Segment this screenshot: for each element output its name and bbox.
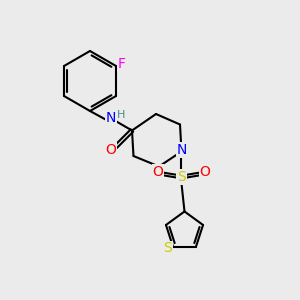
Text: F: F	[117, 58, 125, 71]
Text: O: O	[153, 165, 164, 178]
Text: N: N	[106, 112, 116, 125]
Text: N: N	[176, 143, 187, 157]
Text: O: O	[200, 165, 210, 178]
Text: H: H	[116, 110, 125, 120]
Text: S: S	[163, 241, 172, 255]
Text: S: S	[177, 170, 186, 184]
Text: O: O	[106, 143, 116, 157]
